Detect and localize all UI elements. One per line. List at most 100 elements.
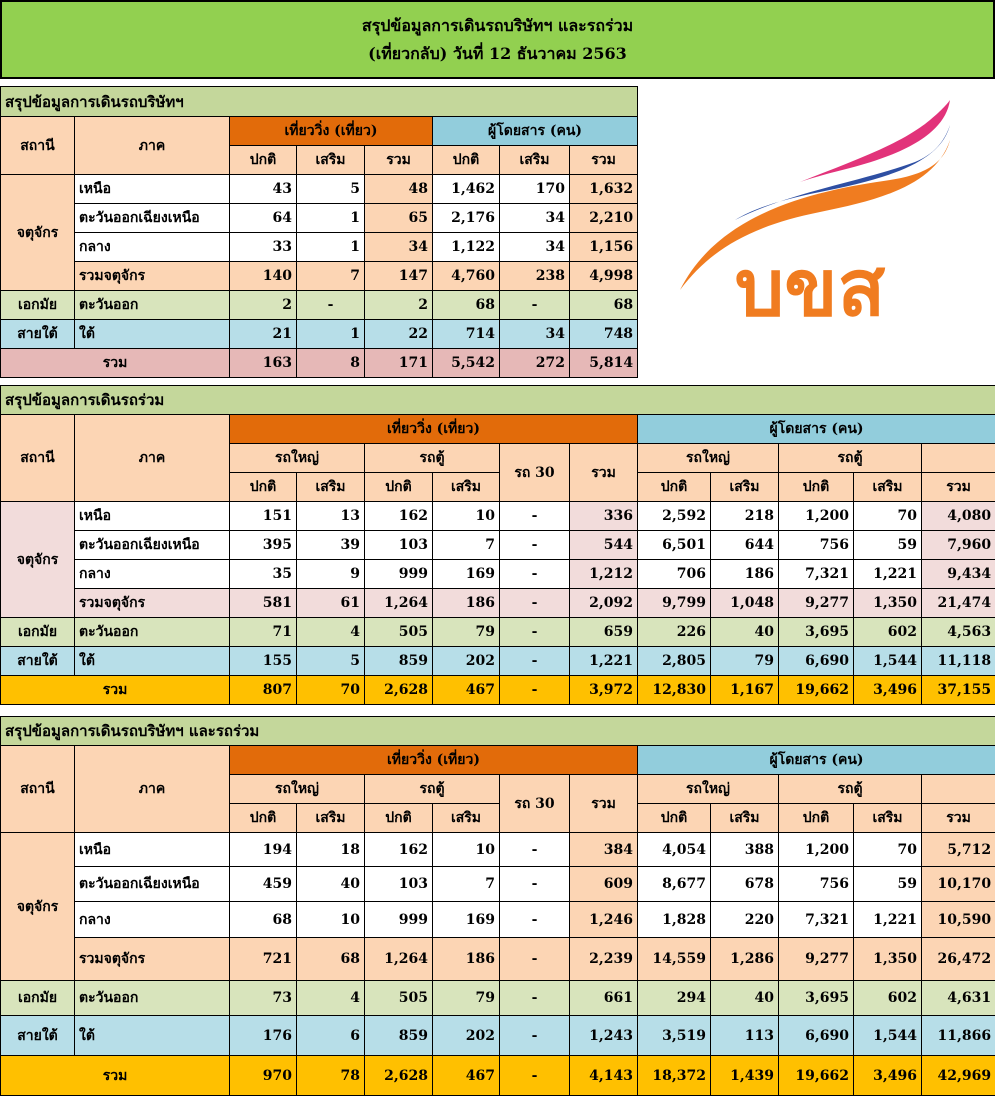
station-name: เอกมัย xyxy=(0,290,75,320)
sub-header: เสริม xyxy=(853,472,922,502)
sub-header: ปกติ xyxy=(229,145,297,175)
data-cell: 68 xyxy=(296,937,365,981)
data-cell: 68 xyxy=(568,290,639,320)
data-cell: 43 xyxy=(229,174,297,204)
data-cell: 1 xyxy=(296,203,365,233)
data-cell: 1,828 xyxy=(637,901,711,938)
data-cell: 609 xyxy=(569,866,638,902)
data-cell: 7,960 xyxy=(920,530,995,560)
joint-summary-table: สรุปข้อมูลการเดินรถร่วม สถานี ภาค เที่ยววิ… xyxy=(0,385,995,705)
table-row: เอกมัย ตะวันออก 2-2 68-68 xyxy=(0,290,639,320)
total-cell: 8 xyxy=(296,348,365,378)
region-name: ตะวันออกเฉียงเหนือ xyxy=(74,203,230,233)
data-cell: 18 xyxy=(296,832,365,867)
data-cell: 40 xyxy=(296,866,365,902)
data-cell: 162 xyxy=(364,832,433,867)
region-name: เหนือ xyxy=(74,832,230,867)
region-name: ตะวันออก xyxy=(74,980,230,1016)
data-cell: - xyxy=(499,290,570,320)
data-cell: 202 xyxy=(432,646,500,676)
data-cell: 11,118 xyxy=(920,646,995,676)
total-cell: 3,972 xyxy=(569,675,638,705)
data-cell: 1,264 xyxy=(364,937,433,981)
sub-header: ปกติ xyxy=(364,803,433,833)
section-title: สรุปข้อมูลการเดินรถร่วม xyxy=(0,385,995,415)
region-name: ตะวันออก xyxy=(74,290,230,320)
total-cell: 3,496 xyxy=(853,675,922,705)
sub-header: เสริม xyxy=(296,803,365,833)
data-cell: 5 xyxy=(296,174,365,204)
data-cell: 155 xyxy=(229,646,297,676)
data-cell: 26,472 xyxy=(920,937,995,981)
data-cell: 999 xyxy=(364,901,433,938)
data-cell: 6,690 xyxy=(778,1015,854,1056)
data-cell: 10 xyxy=(296,901,365,938)
table-row: ตะวันออกเฉียงเหนือ 395 39 103 7-544 6,501 644 7… xyxy=(1,530,995,560)
header-big-bus: รถใหญ่ xyxy=(229,774,365,804)
total-cell: 19,662 xyxy=(778,1055,854,1096)
header-passengers: ผู้โดยสาร (คน) xyxy=(636,745,995,775)
region-name: เหนือ xyxy=(74,174,230,204)
data-cell: 9,277 xyxy=(778,937,854,981)
data-cell: 21 xyxy=(229,319,297,349)
sub-header: เสริม xyxy=(710,803,779,833)
sub-header: ปกติ xyxy=(364,472,433,502)
data-cell: 48 xyxy=(364,174,433,204)
table-row: สายใต้ ใต้ 21 1 22 714 34 748 xyxy=(0,319,639,349)
data-cell: 68 xyxy=(229,901,297,938)
data-cell: 748 xyxy=(568,319,639,349)
data-cell: 384 xyxy=(569,832,638,867)
header-trips: เที่ยววิ่ง (เที่ยว) xyxy=(229,745,638,775)
header-trips: เที่ยววิ่ง (เที่ยว) xyxy=(229,414,638,444)
total-cell: 1,167 xyxy=(710,675,779,705)
data-cell: 59 xyxy=(853,530,922,560)
data-cell: 70 xyxy=(853,501,922,531)
total-cell: 42,969 xyxy=(920,1055,995,1096)
report-title: สรุปข้อมูลการเดินรถบริษัทฯ และรถร่วม xyxy=(361,15,634,35)
table-row: เอกมัย ตะวันออก 71 4 505 79-659 226 40 3,695 602 4… xyxy=(0,617,995,647)
data-cell: 661 xyxy=(569,980,638,1016)
data-cell: 706 xyxy=(637,559,711,589)
section-title: สรุปข้อมูลการเดินรถบริษัทฯ xyxy=(0,86,639,117)
data-cell: 9,277 xyxy=(778,588,854,618)
data-cell: 2,592 xyxy=(637,501,711,531)
sub-header: รวม xyxy=(920,472,995,502)
data-cell: 1,212 xyxy=(569,559,638,589)
sub-header: รวม xyxy=(364,145,433,175)
station-name: เอกมัย xyxy=(0,617,75,647)
total-cell: 4,143 xyxy=(569,1055,638,1096)
data-cell: 34 xyxy=(499,319,570,349)
data-cell: 2,210 xyxy=(568,203,639,233)
data-cell: 14,559 xyxy=(637,937,711,981)
data-cell: 7 xyxy=(432,866,500,902)
data-cell: 294 xyxy=(637,980,711,1016)
table-row: รวมจตุจักร 721 68 1,264 186-2,239 14,559 1,286… xyxy=(1,937,995,981)
data-cell: 8,677 xyxy=(637,866,711,902)
data-cell: 544 xyxy=(569,530,638,560)
combined-summary-table: สรุปข้อมูลการเดินรถบริษัทฯ และรถร่วม สถา… xyxy=(0,716,995,1096)
data-cell: 859 xyxy=(364,1015,433,1056)
table-row: รวมจตุจักร 581 61 1,264 186-2,092 9,799 1,048 9… xyxy=(1,588,995,618)
data-cell: 3,695 xyxy=(778,980,854,1016)
data-cell: 9,434 xyxy=(920,559,995,589)
data-cell: 1,632 xyxy=(568,174,639,204)
data-cell: 113 xyxy=(710,1015,779,1056)
data-cell: 7,321 xyxy=(778,901,854,938)
data-cell: 4,998 xyxy=(568,261,639,291)
data-cell: 4,080 xyxy=(920,501,995,531)
table-row: สายใต้ ใต้ 176 6 859 202-1,243 3,519 113 6,690 1,… xyxy=(0,1015,995,1056)
station-name: จตุจักร xyxy=(0,501,75,618)
table-row: ตะวันออกเฉียงเหนือ 64 1 65 2,176 34 2,210 xyxy=(1,203,639,233)
data-cell: 336 xyxy=(569,501,638,531)
data-cell: 40 xyxy=(710,617,779,647)
data-cell: 39 xyxy=(296,530,365,560)
data-cell: 1,350 xyxy=(853,937,922,981)
total-cell: 272 xyxy=(499,348,570,378)
data-cell: 79 xyxy=(432,980,500,1016)
region-name: ใต้ xyxy=(74,646,230,676)
data-cell: 170 xyxy=(499,174,570,204)
data-cell: 1 xyxy=(296,232,365,262)
header-passengers: ผู้โดยสาร (คน) xyxy=(431,116,639,146)
data-cell: 103 xyxy=(364,866,433,902)
header-van: รถตู้ xyxy=(778,443,922,473)
